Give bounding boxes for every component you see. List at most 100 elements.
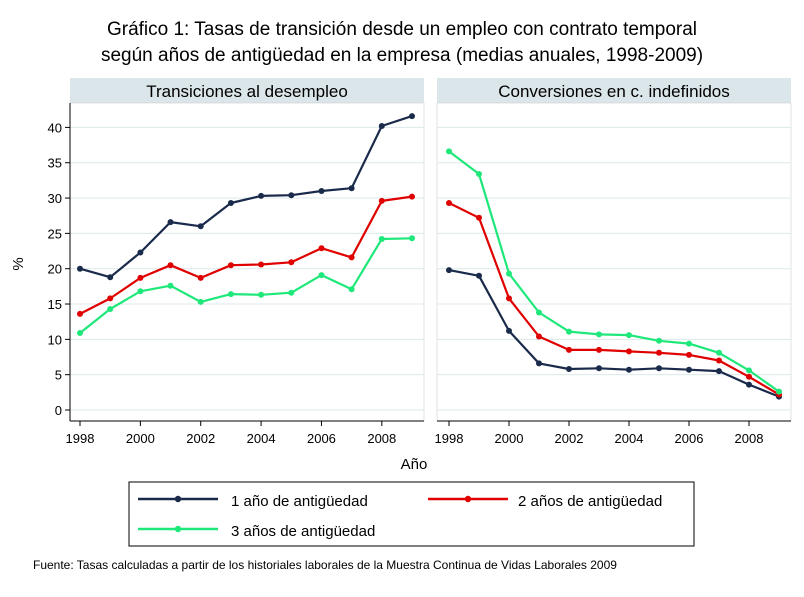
x-tick-label: 2008 (735, 431, 764, 446)
data-point (258, 291, 265, 298)
plot-area (436, 102, 792, 422)
data-point (746, 373, 752, 380)
data-point (137, 274, 144, 281)
data-point (506, 270, 512, 277)
data-point (167, 219, 174, 226)
data-point (258, 261, 265, 268)
data-point (716, 368, 722, 375)
data-point (686, 366, 692, 373)
data-point (446, 200, 452, 206)
data-point (409, 193, 415, 200)
data-point (446, 267, 452, 274)
data-point (596, 346, 602, 353)
data-point (506, 327, 512, 334)
data-point (536, 309, 542, 316)
data-point (409, 235, 415, 242)
data-point (378, 197, 385, 204)
y-tick-label: 0 (55, 403, 62, 418)
data-point (137, 288, 144, 295)
data-point (746, 381, 752, 388)
series-line-3 (448, 150, 780, 393)
panel-title: Transiciones al desempleo (146, 82, 348, 101)
x-tick-label: 2000 (495, 431, 524, 446)
series-line-2 (448, 202, 780, 396)
data-point (167, 262, 174, 269)
x-axis-label: Año (401, 456, 428, 473)
data-point (288, 259, 295, 266)
x-tick-label: 1998 (66, 431, 95, 446)
source-note: Fuente: Tasas calculadas a partir de los… (33, 558, 617, 572)
data-point (107, 274, 114, 281)
data-point (318, 272, 325, 279)
y-tick-label: 15 (48, 297, 62, 312)
data-point (227, 291, 234, 298)
data-point (506, 295, 512, 302)
data-point (626, 348, 632, 355)
data-point (776, 388, 782, 395)
chart-title-line1: Gráfico 1: Tasas de transición desde un … (107, 19, 697, 40)
panel-header (70, 78, 424, 103)
data-point (107, 306, 114, 312)
data-point (378, 123, 385, 129)
data-point (476, 272, 482, 279)
y-tick-label: 35 (48, 156, 62, 171)
data-point (566, 366, 572, 372)
legend-marker-2 (464, 495, 472, 503)
y-tick-label: 40 (48, 120, 62, 135)
data-point (77, 330, 83, 336)
data-point (197, 223, 204, 230)
data-point (746, 367, 752, 374)
y-axis-label: % (10, 257, 27, 270)
data-point (288, 192, 295, 199)
y-tick-label: 20 (48, 262, 62, 277)
data-point (409, 113, 415, 120)
data-point (77, 310, 83, 317)
data-point (566, 328, 572, 335)
series-line-2 (79, 195, 413, 315)
panel-1: Transiciones al desempleo 0 5 10 15 20 25 30 35 4… (48, 78, 425, 446)
panel-title: Conversiones en c. indefinidos (498, 82, 730, 101)
chart-title-line2: según años de antigüedad en la empresa (… (101, 45, 703, 66)
legend-marker-3 (174, 525, 182, 533)
x-tick-label: 1998 (435, 431, 464, 446)
data-point (318, 188, 325, 194)
legend-label-2: 2 años de antigüedad (518, 493, 662, 510)
data-point (716, 349, 722, 356)
data-point (137, 249, 144, 256)
y-tick-label: 30 (48, 191, 62, 206)
data-point (656, 337, 662, 344)
data-point (227, 262, 234, 269)
data-point (378, 236, 385, 242)
series-line-1 (448, 269, 780, 398)
data-point (348, 254, 355, 261)
x-tick-label: 2006 (307, 431, 336, 446)
data-point (77, 265, 83, 272)
data-point (596, 365, 602, 372)
data-point (596, 331, 602, 338)
legend-label-3: 3 años de antigüedad (231, 523, 375, 540)
data-point (446, 148, 452, 155)
data-point (197, 298, 204, 305)
data-point (197, 274, 204, 281)
data-point (536, 333, 542, 340)
x-tick-label: 2006 (675, 431, 704, 446)
data-point (476, 214, 482, 221)
y-tick-label: 10 (48, 332, 62, 347)
series-line-3 (79, 237, 413, 334)
x-tick-label: 2004 (615, 431, 644, 446)
legend-label-1: 1 año de antigüedad (231, 493, 368, 510)
series-line-1 (79, 115, 413, 279)
data-point (566, 346, 572, 353)
data-point (656, 365, 662, 372)
data-point (716, 357, 722, 364)
y-tick-label: 5 (55, 368, 62, 383)
x-tick-label: 2000 (126, 431, 155, 446)
data-point (288, 289, 295, 296)
legend: 1 año de antigüedad 2 años de antigüedad… (128, 481, 695, 547)
data-point (686, 340, 692, 347)
data-point (258, 192, 265, 199)
data-point (227, 200, 234, 206)
panel-header (437, 78, 791, 103)
data-point (318, 245, 325, 252)
